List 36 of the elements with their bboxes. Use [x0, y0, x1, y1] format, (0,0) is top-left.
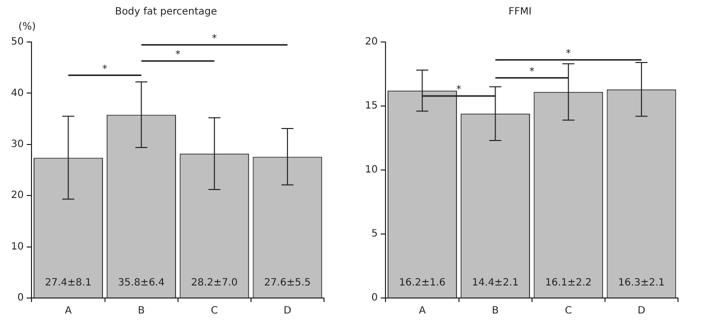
x-tick-label: B	[492, 306, 499, 317]
data-label: 16.3±2.1	[618, 278, 665, 289]
y-axis-title: (%)	[18, 22, 36, 33]
x-tick-label: A	[418, 306, 426, 317]
chart-title: Body fat percentage	[114, 6, 218, 18]
y-tick-label: 10	[364, 164, 378, 176]
annotation: *	[529, 66, 534, 78]
data-label: 27.6±5.5	[264, 278, 311, 289]
y-tick-label: 40	[10, 88, 24, 99]
y-tick-label: 20	[10, 190, 24, 202]
x-tick-label: A	[64, 306, 72, 317]
y-tick-label: 10	[10, 241, 24, 252]
annotation: *	[566, 48, 571, 60]
data-label: 27.4±8.1	[44, 278, 92, 289]
annotation: *	[102, 64, 108, 75]
y-tick-label: 0	[17, 292, 24, 304]
data-label: 16.1±2.2	[545, 278, 592, 289]
data-label: 16.2±1.6	[398, 278, 446, 289]
y-tick-label: 30	[10, 138, 24, 150]
y-tick-label: 0	[371, 292, 378, 304]
x-tick-label: D	[284, 306, 292, 317]
x-tick-label: B	[138, 306, 145, 317]
annotation: *	[456, 84, 462, 96]
y-tick-label: 50	[10, 36, 24, 48]
x-tick-label: C	[210, 306, 218, 317]
annotation: *	[175, 50, 180, 61]
y-tick-label: 15	[364, 100, 378, 112]
x-tick-label: D	[638, 306, 646, 317]
x-tick-label: C	[564, 306, 572, 317]
chart-title: FFMI	[508, 6, 532, 18]
data-label: 35.8±6.4	[118, 278, 165, 289]
y-tick-label: 20	[364, 36, 378, 48]
y-tick-label: 5	[371, 228, 378, 240]
data-label: 14.4±2.1	[472, 278, 519, 289]
data-label: 28.2±7.0	[191, 278, 238, 289]
annotation: *	[212, 33, 217, 44]
